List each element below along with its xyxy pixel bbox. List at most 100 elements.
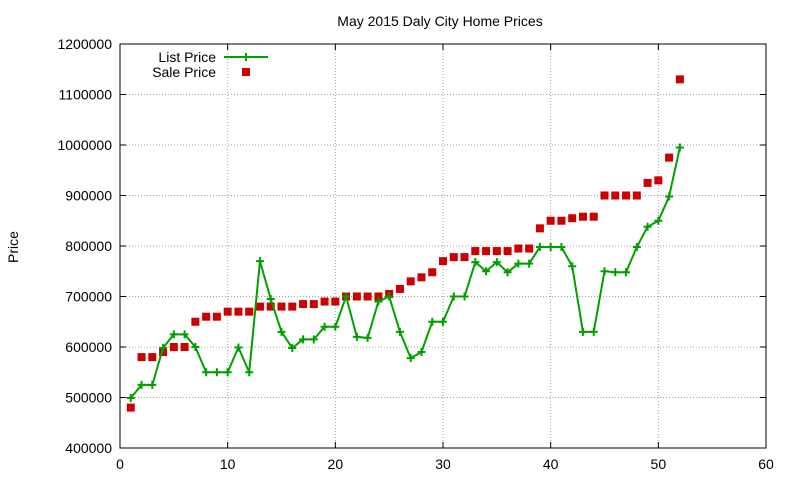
list-price-point (320, 322, 329, 331)
sale-price-point (632, 191, 641, 200)
sale-price-point (675, 75, 684, 84)
sale-price-point (159, 348, 168, 357)
sale-price-point (578, 212, 587, 221)
list-price-point (611, 268, 620, 277)
list-price-point (191, 343, 200, 351)
list-price-point (245, 368, 254, 377)
y-tick-label: 900000 (65, 188, 112, 204)
sale-price-point (234, 307, 243, 316)
list-price-point (180, 330, 189, 339)
legend-marker-list-price (242, 53, 250, 61)
list-price-point (675, 143, 684, 152)
sale-price-point (460, 253, 469, 262)
sale-price-point (654, 176, 663, 185)
list-price-point (503, 268, 512, 277)
list-price-point (578, 327, 587, 336)
list-price-point (223, 368, 232, 377)
sale-price-point (374, 292, 383, 301)
list-price-point (568, 262, 577, 271)
list-price-point (654, 216, 663, 225)
sale-price-point (665, 153, 674, 162)
sale-price-point (352, 292, 361, 301)
sale-price-point (277, 302, 286, 311)
x-tick-label: 30 (435, 456, 451, 472)
sale-price-point (406, 277, 415, 286)
tick-labels: 400000 500000 600000 700000 800000 900000 1000… (57, 36, 774, 472)
list-price-point (514, 259, 523, 268)
list-price-point (449, 292, 458, 301)
list-price-point (406, 354, 415, 363)
chart-title: May 2015 Daly City Home Prices (337, 13, 542, 29)
list-price-point (622, 268, 631, 277)
list-price-point (417, 348, 426, 357)
sale-price-point (137, 353, 146, 362)
sale-price-point (255, 302, 264, 311)
sale-price-point (525, 244, 534, 253)
y-axis-label: Price (5, 231, 21, 263)
sale-price-point (299, 300, 308, 309)
list-price-point (557, 243, 566, 252)
list-price-point (288, 344, 297, 353)
sale-price-point (202, 312, 211, 321)
sale-price-point (535, 224, 544, 233)
list-price-point (665, 192, 674, 201)
sale-price-point (320, 297, 329, 306)
list-price-point (643, 222, 652, 231)
sale-price-point (309, 300, 318, 309)
list-price-point (352, 332, 361, 341)
list-price-point (234, 343, 243, 352)
list-price-point (309, 335, 318, 344)
sale-price-point (482, 247, 491, 256)
legend-label-sale-price: Sale Price (152, 64, 216, 80)
sale-price-point (288, 302, 297, 311)
list-price-point (202, 368, 211, 377)
x-tick-label: 0 (116, 456, 124, 472)
x-tick-label: 50 (651, 456, 667, 472)
list-price-point (428, 317, 437, 326)
sale-price-point (363, 292, 372, 301)
list-price-point (299, 335, 308, 344)
list-price-point (342, 292, 351, 301)
x-tick-label: 40 (543, 456, 559, 472)
sale-price-point (331, 297, 340, 306)
list-price-point (535, 243, 544, 252)
sale-price-point (568, 214, 577, 223)
list-price-point (374, 297, 383, 306)
list-price-point (126, 394, 135, 403)
list-price-point (363, 333, 372, 342)
list-price-line (129, 147, 681, 399)
sale-price-point (600, 191, 609, 200)
x-tick-label: 20 (328, 456, 344, 472)
list-price-point (546, 243, 555, 252)
sale-price-point (503, 247, 512, 256)
y-tick-label: 1200000 (57, 36, 112, 52)
sale-price-point (546, 216, 555, 225)
y-tick-label: 1100000 (59, 87, 113, 103)
list-price-point (277, 327, 286, 336)
y-tick-label: 800000 (65, 238, 112, 254)
list-price-point (525, 259, 534, 268)
sale-price-point (212, 312, 221, 321)
sale-price-point (223, 307, 232, 316)
sale-price-point (557, 216, 566, 225)
list-price-point (255, 257, 264, 266)
sale-price-point (471, 247, 480, 256)
list-price-point (169, 330, 178, 339)
list-price-point (600, 267, 609, 276)
list-price-point (460, 292, 469, 301)
list-price-point (137, 380, 146, 389)
plot-area (126, 75, 684, 412)
list-price-point (395, 327, 404, 336)
list-price-point (266, 295, 275, 304)
list-price-point (148, 380, 157, 389)
sale-price-point (514, 244, 523, 253)
sale-price-point (180, 343, 189, 351)
sale-price-point (148, 353, 157, 362)
grid-lines (120, 44, 766, 448)
list-price-point (632, 243, 641, 252)
sale-price-point (492, 247, 501, 256)
sale-price-point (622, 191, 631, 200)
sale-price-point (589, 212, 598, 221)
